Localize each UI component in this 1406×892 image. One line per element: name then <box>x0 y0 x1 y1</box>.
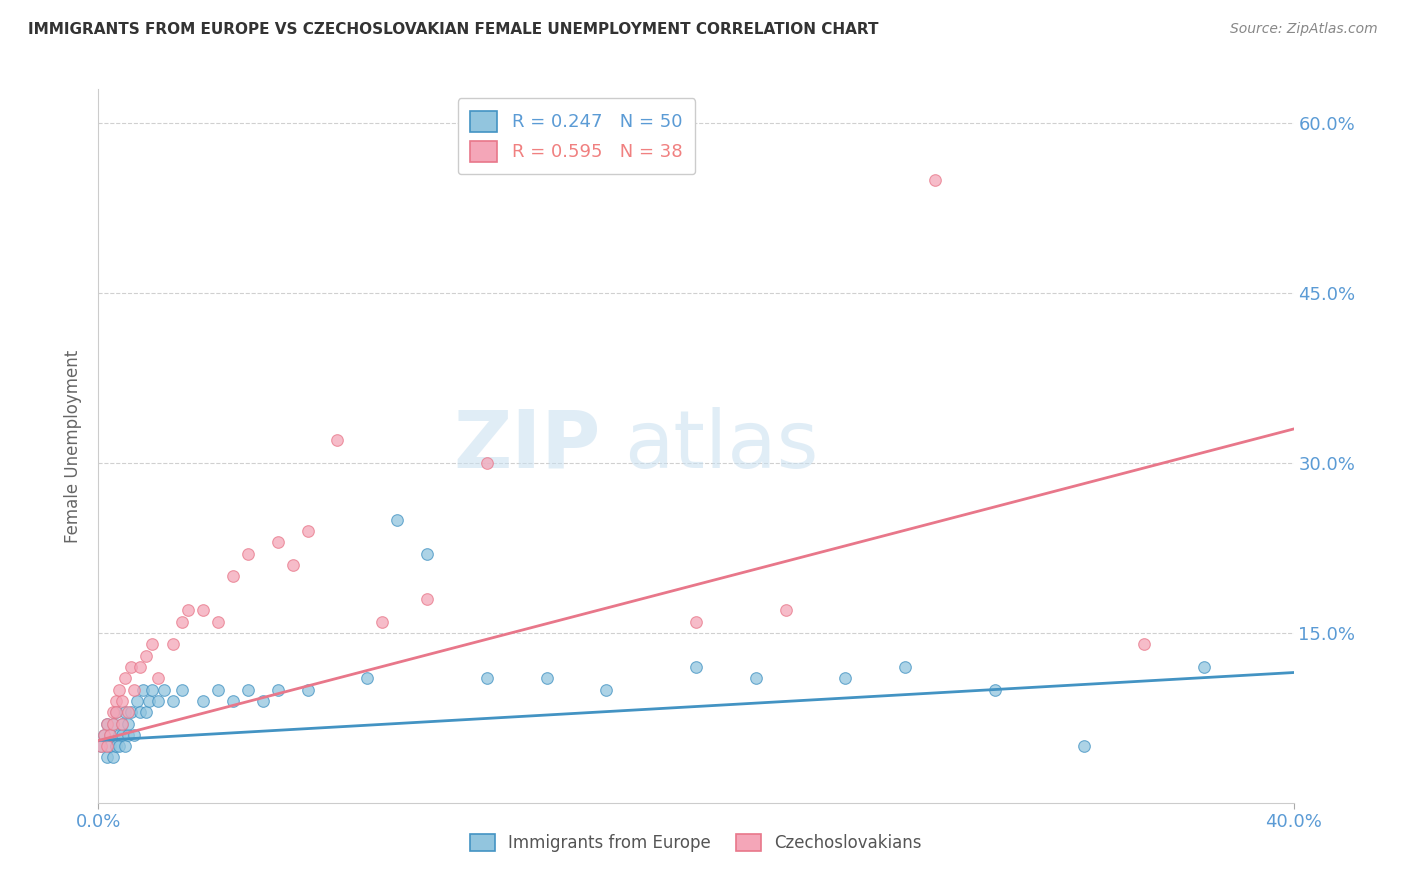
Point <box>267 535 290 549</box>
Point <box>90 739 112 754</box>
Point <box>172 615 194 629</box>
Point <box>120 705 142 719</box>
Point <box>105 694 128 708</box>
Point <box>120 660 142 674</box>
Point <box>236 547 259 561</box>
Point <box>111 728 134 742</box>
Point <box>127 694 149 708</box>
Point <box>222 694 245 708</box>
Point <box>117 716 139 731</box>
Point <box>141 682 163 697</box>
Point <box>924 173 946 187</box>
Point <box>96 716 118 731</box>
Point <box>114 739 136 754</box>
Text: atlas: atlas <box>624 407 818 485</box>
Point <box>108 728 131 742</box>
Point <box>475 671 498 685</box>
Point <box>153 682 176 697</box>
Point <box>96 750 118 764</box>
Point <box>108 739 131 754</box>
Point <box>236 682 259 697</box>
Point <box>1133 637 1156 651</box>
Point <box>108 682 131 697</box>
Point <box>385 513 409 527</box>
Point <box>745 671 768 685</box>
Point <box>114 671 136 685</box>
Point <box>172 682 194 697</box>
Point <box>100 739 122 754</box>
Point <box>138 694 160 708</box>
Point <box>103 716 125 731</box>
Point <box>1192 660 1215 674</box>
Point <box>685 615 707 629</box>
Point <box>281 558 304 572</box>
Point <box>267 682 290 697</box>
Point <box>129 705 152 719</box>
Point <box>356 671 378 685</box>
Text: IMMIGRANTS FROM EUROPE VS CZECHOSLOVAKIAN FEMALE UNEMPLOYMENT CORRELATION CHART: IMMIGRANTS FROM EUROPE VS CZECHOSLOVAKIA… <box>28 22 879 37</box>
Point <box>111 694 134 708</box>
Point <box>595 682 617 697</box>
Point <box>252 694 274 708</box>
Point <box>297 682 319 697</box>
Point <box>297 524 319 538</box>
Point <box>834 671 856 685</box>
Point <box>207 682 229 697</box>
Point <box>1073 739 1095 754</box>
Point <box>685 660 707 674</box>
Point <box>124 728 146 742</box>
Point <box>894 660 917 674</box>
Point <box>135 648 157 663</box>
Point <box>132 682 155 697</box>
Point <box>103 750 125 764</box>
Point <box>148 671 170 685</box>
Point <box>775 603 797 617</box>
Point <box>103 705 125 719</box>
Point <box>416 547 439 561</box>
Point <box>111 716 134 731</box>
Point <box>177 603 200 617</box>
Point <box>475 456 498 470</box>
Point <box>416 591 439 606</box>
Point <box>105 705 128 719</box>
Legend: Immigrants from Europe, Czechoslovakians: Immigrants from Europe, Czechoslovakians <box>464 827 928 859</box>
Point <box>135 705 157 719</box>
Point <box>111 716 134 731</box>
Point <box>326 434 349 448</box>
Point <box>100 728 122 742</box>
Point <box>105 739 128 754</box>
Point <box>141 637 163 651</box>
Point <box>103 716 125 731</box>
Point <box>129 660 152 674</box>
Point <box>124 682 146 697</box>
Point <box>191 694 214 708</box>
Point <box>207 615 229 629</box>
Point <box>162 637 184 651</box>
Point <box>162 694 184 708</box>
Point <box>117 728 139 742</box>
Point <box>93 728 115 742</box>
Point <box>90 739 112 754</box>
Point <box>100 728 122 742</box>
Point <box>536 671 558 685</box>
Point <box>114 705 136 719</box>
Text: ZIP: ZIP <box>453 407 600 485</box>
Point <box>984 682 1007 697</box>
Point <box>371 615 394 629</box>
Point <box>148 694 170 708</box>
Point <box>96 716 118 731</box>
Text: Source: ZipAtlas.com: Source: ZipAtlas.com <box>1230 22 1378 37</box>
Point <box>222 569 245 583</box>
Point <box>191 603 214 617</box>
Point <box>117 705 139 719</box>
Point <box>96 739 118 754</box>
Point <box>105 705 128 719</box>
Y-axis label: Female Unemployment: Female Unemployment <box>65 350 83 542</box>
Point <box>93 728 115 742</box>
